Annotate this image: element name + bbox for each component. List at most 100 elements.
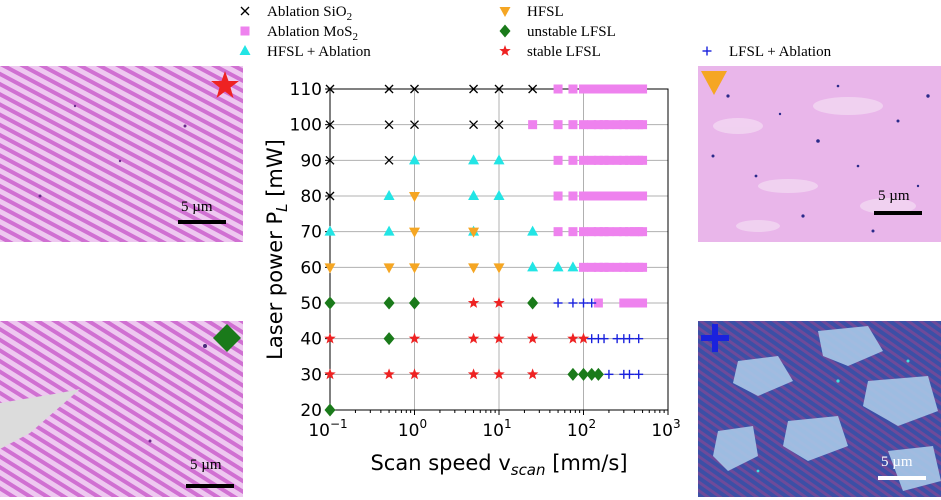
point-hfsl_abl	[493, 154, 505, 165]
x-tick-label: 103	[651, 417, 680, 441]
point-abl_mos2	[629, 227, 639, 237]
point-stable_lfsl	[493, 297, 505, 308]
point-abl_sio2	[325, 155, 335, 165]
point-hfsl_abl	[468, 225, 480, 236]
point-stable_lfsl	[324, 368, 336, 380]
point-abl_mos2	[634, 84, 644, 94]
scale-label: 5 µm	[190, 457, 222, 473]
point-lfsl_abl	[612, 334, 622, 344]
point-abl_mos2	[619, 262, 629, 272]
series-stable_lfsl	[324, 297, 590, 380]
legend-marker-hfsl_abl	[239, 45, 251, 55]
point-hfsl_abl	[567, 261, 579, 272]
y-axis-label: Laser power PL [mW]	[263, 139, 291, 360]
micrograph-stable-lfsl: 5 µm	[0, 66, 243, 242]
point-lfsl_abl	[553, 298, 563, 308]
point-abl_sio2	[494, 120, 504, 130]
point-stable_lfsl	[467, 297, 480, 308]
point-abl_mos2	[604, 262, 614, 272]
point-abl_mos2	[629, 84, 639, 94]
point-stable_lfsl	[526, 368, 539, 380]
scale-label: 5 µm	[878, 188, 910, 204]
point-abl_mos2	[629, 191, 639, 201]
point-hfsl_abl	[552, 261, 564, 272]
x-tick-label: 102	[567, 417, 596, 441]
point-abl_sio2	[325, 191, 335, 201]
point-abl_sio2	[469, 120, 479, 130]
point-lfsl_abl	[634, 334, 644, 344]
point-abl_mos2	[587, 262, 597, 272]
point-abl_mos2	[593, 298, 603, 308]
x-tick-label: 101	[482, 417, 511, 441]
point-abl_sio2	[528, 84, 538, 94]
point-unstable_lfsl	[324, 403, 336, 417]
point-hfsl	[324, 263, 336, 274]
point-abl_sio2	[384, 120, 394, 130]
y-tick-label: 80	[300, 187, 322, 207]
micrograph-hfsl: 5 µm	[698, 66, 941, 242]
point-abl_mos2	[604, 227, 614, 237]
point-stable_lfsl	[467, 332, 480, 344]
point-unstable_lfsl	[383, 296, 395, 310]
point-abl_mos2	[553, 155, 563, 165]
point-abl_mos2	[579, 155, 588, 165]
scale-label: 5 µm	[181, 199, 213, 215]
legend-label-hfsl_abl: HFSL + Ablation	[267, 44, 371, 60]
y-tick-label: 30	[300, 365, 322, 385]
point-abl_mos2	[568, 191, 578, 201]
lfsl-ablation-badge-icon	[701, 324, 729, 352]
point-abl_mos2	[599, 84, 609, 94]
x-axis-label: Scan speed vscan [mm/s]	[370, 451, 627, 479]
point-abl_mos2	[629, 155, 639, 165]
legend-label-stable_lfsl: stable LFSL	[527, 44, 601, 60]
series-abl_sio2	[325, 84, 538, 201]
point-stable_lfsl	[408, 368, 421, 380]
point-hfsl_abl	[324, 225, 336, 236]
point-abl_sio2	[325, 120, 335, 130]
point-abl_mos2	[619, 120, 629, 130]
point-abl_mos2	[553, 84, 563, 94]
point-abl_mos2	[593, 262, 603, 272]
point-abl_mos2	[612, 262, 622, 272]
point-abl_mos2	[634, 120, 644, 130]
y-tick-label: 70	[300, 223, 322, 243]
point-abl_sio2	[494, 84, 504, 94]
point-abl_mos2	[624, 298, 634, 308]
point-lfsl_abl	[619, 334, 629, 344]
point-abl_mos2	[587, 227, 597, 237]
point-unstable_lfsl	[409, 296, 420, 310]
point-hfsl	[409, 227, 420, 238]
point-lfsl_abl	[624, 334, 634, 344]
point-lfsl_abl	[579, 298, 588, 308]
point-stable_lfsl	[567, 332, 579, 344]
point-abl_mos2	[587, 84, 597, 94]
legend-marker-lfsl_abl	[702, 46, 712, 56]
point-abl_mos2	[624, 191, 634, 201]
legend-marker-hfsl	[499, 7, 511, 17]
micrograph-unstable-lfsl-image	[0, 321, 243, 497]
point-stable_lfsl	[467, 368, 480, 380]
series-hfsl_abl	[324, 154, 579, 272]
scale-bar	[178, 220, 226, 224]
point-hfsl	[383, 263, 395, 274]
point-abl_sio2	[410, 120, 419, 130]
point-unstable_lfsl	[586, 367, 598, 381]
point-hfsl_abl	[383, 190, 395, 200]
point-abl_mos2	[624, 227, 634, 237]
point-unstable_lfsl	[592, 367, 604, 381]
point-hfsl_abl	[383, 225, 395, 236]
point-abl_mos2	[624, 262, 634, 272]
point-hfsl	[493, 263, 505, 274]
legend: Ablation SiO2 HFSL Ablation MoS2 unstable L…	[239, 4, 832, 60]
point-abl_mos2	[579, 191, 588, 201]
point-abl_mos2	[634, 191, 644, 201]
point-stable_lfsl	[324, 332, 336, 344]
legend-marker-stable_lfsl	[499, 45, 511, 56]
point-abl_mos2	[568, 120, 578, 130]
point-abl_mos2	[553, 120, 563, 130]
point-abl_mos2	[593, 155, 603, 165]
point-lfsl_abl	[587, 334, 597, 344]
point-lfsl_abl	[624, 369, 634, 379]
point-abl_mos2	[612, 191, 622, 201]
point-abl_mos2	[599, 155, 609, 165]
